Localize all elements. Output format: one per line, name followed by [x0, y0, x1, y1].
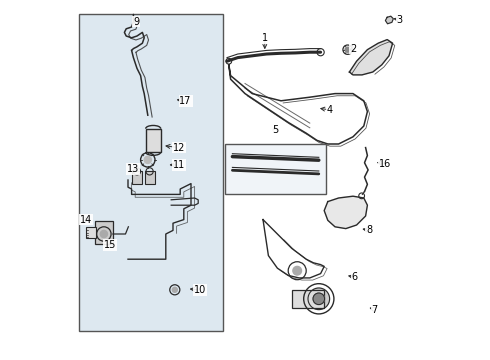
Text: 11: 11: [172, 160, 185, 170]
Text: 10: 10: [194, 285, 206, 295]
Text: 2: 2: [350, 44, 356, 54]
Text: 12: 12: [172, 143, 185, 153]
Circle shape: [100, 230, 107, 238]
Text: 13: 13: [126, 164, 139, 174]
Bar: [79, 14, 223, 331]
Text: 17: 17: [179, 96, 192, 106]
Polygon shape: [349, 40, 392, 75]
Text: 14: 14: [80, 215, 92, 225]
Text: 5: 5: [272, 125, 278, 135]
Text: 1: 1: [262, 33, 268, 43]
Text: 7: 7: [371, 305, 378, 315]
Text: 15: 15: [104, 240, 117, 250]
Circle shape: [313, 293, 324, 305]
Bar: [146, 129, 161, 152]
Text: 16: 16: [379, 159, 392, 169]
Bar: [225, 144, 326, 194]
Bar: [132, 171, 142, 184]
Bar: [95, 221, 113, 244]
Bar: [145, 171, 155, 184]
Bar: [86, 227, 96, 238]
Circle shape: [144, 156, 151, 163]
Circle shape: [172, 287, 177, 292]
Text: 4: 4: [326, 105, 333, 115]
Polygon shape: [386, 16, 393, 24]
Circle shape: [308, 288, 330, 310]
Text: 9: 9: [133, 17, 139, 27]
Text: 8: 8: [366, 225, 372, 235]
Circle shape: [345, 47, 350, 52]
Polygon shape: [324, 196, 368, 229]
Bar: [292, 290, 324, 308]
Text: 3: 3: [397, 15, 403, 25]
Text: 6: 6: [352, 272, 358, 282]
Circle shape: [293, 266, 301, 275]
